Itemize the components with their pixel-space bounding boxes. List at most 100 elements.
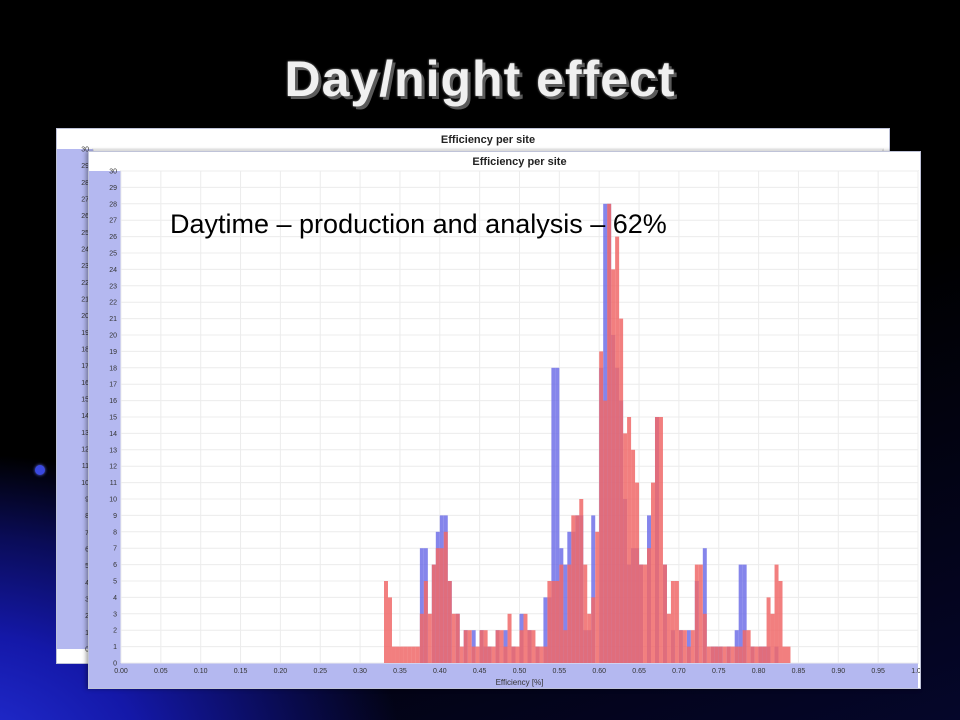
histogram-bar-blue [551,367,556,663]
histogram-bar-red [583,564,588,663]
histogram-bar-red [627,417,632,663]
x-tick-label: 0.40 [433,668,447,675]
histogram-bar-red [750,646,755,663]
y-tick-label: 4 [113,595,117,602]
histogram-bar-red [726,646,731,663]
histogram-bar-blue [686,630,691,663]
histogram-bar-red [439,548,444,663]
histogram-bar-red [479,630,484,663]
histogram-bar-red [559,564,564,663]
histogram-bar-red [774,564,779,663]
histogram-bar-red [678,630,683,663]
y-tick-label: 5 [113,579,117,586]
histogram-bar-red [435,548,440,663]
y-tick-label: 30 [109,169,117,176]
histogram-bar-red [587,613,592,663]
x-tick-label: 0.60 [592,668,606,675]
y-tick-label: 8 [85,513,89,520]
histogram-bar-red [487,646,492,663]
x-tick-label: 0.20 [274,668,288,675]
histogram-bar-red [543,646,548,663]
y-tick-label: 28 [81,180,89,187]
histogram-bar-red [467,630,472,663]
histogram-bar-red [623,433,628,663]
y-tick-label: 6 [85,547,89,554]
histogram-bar-red [399,646,404,663]
histogram-bar-red [443,531,448,663]
y-axis-band [89,171,121,688]
histogram-bar-red [619,318,624,663]
y-tick-label: 8 [113,529,117,536]
histogram-bar-red [639,564,644,663]
y-tick-label: 20 [109,333,117,340]
histogram-bar-red [635,482,640,663]
histogram-bar-red [674,581,679,663]
histogram-bar-red [547,581,552,663]
y-tick-label: 22 [109,300,117,307]
y-tick-label: 5 [85,563,89,570]
histogram-bar-blue [555,367,560,663]
y-tick-label: 10 [81,480,89,487]
histogram-bar-red [491,646,496,663]
x-tick-label: 0.05 [154,668,168,675]
histogram-bar-red [523,613,528,663]
histogram-bar-red [694,564,699,663]
front-chart: Efficiency per site012345678910111213141… [89,156,920,688]
y-tick-label: 9 [85,497,89,504]
y-tick-label: 26 [109,234,117,241]
histogram-bar-red [702,613,707,663]
y-tick-label: 14 [81,413,89,420]
x-tick-label: 0.75 [712,668,726,675]
histogram-bar-red [662,564,667,663]
y-tick-label: 29 [109,185,117,192]
histogram-bar-red [706,646,711,663]
histogram-bar-red [384,581,388,663]
histogram-bar-red [686,646,691,663]
histogram-bar-red [603,400,608,663]
y-tick-label: 16 [109,398,117,405]
histogram-bar-red [415,646,420,663]
histogram-bar-blue [419,548,424,663]
histogram-bar-red [575,515,580,663]
histogram-bar-red [615,236,620,663]
histogram-bar-red [690,630,695,663]
histogram-bar-red [499,630,504,663]
histogram-bar-red [571,515,576,663]
histogram-bar-red [714,646,719,663]
histogram-bar-red [431,564,436,663]
histogram-bar-red [471,646,476,663]
histogram-bar-red [734,646,739,663]
y-tick-label: 17 [81,363,89,370]
histogram-bar-red [511,646,516,663]
y-tick-label: 1 [113,644,117,651]
histogram-bar-red [423,581,428,663]
histogram-bar-blue [503,630,508,663]
histogram-bar-red [579,499,584,663]
y-tick-label: 18 [81,347,89,354]
histogram-bar-red [698,564,703,663]
y-tick-label: 25 [109,251,117,258]
histogram-bar-red [670,581,675,663]
x-tick-label: 0.85 [792,668,806,675]
histogram-bar-red [599,351,604,663]
histogram-bar-red [507,613,512,663]
x-tick-label: 0.90 [831,668,845,675]
y-tick-label: 15 [109,415,117,422]
histogram-bar-blue [734,630,739,663]
x-tick-label: 0.45 [473,668,487,675]
histogram-bar-red [539,646,544,663]
histogram-bar-red [782,646,787,663]
chart-caption: Daytime – production and analysis – 62% [170,209,667,239]
y-tick-label: 24 [81,247,89,254]
histogram-bar-red [455,613,460,663]
histogram-bar-red [718,646,723,663]
y-tick-label: 1 [85,630,89,637]
chart-title: Efficiency per site [472,156,566,168]
histogram-bar-red [427,613,432,663]
histogram-bar-red [647,548,652,663]
x-axis-label: Efficiency [%] [496,678,544,687]
histogram-bar-red [607,203,612,664]
y-tick-label: 19 [81,330,89,337]
histogram-bar-red [786,646,791,663]
x-tick-label: 1.00 [911,668,920,675]
